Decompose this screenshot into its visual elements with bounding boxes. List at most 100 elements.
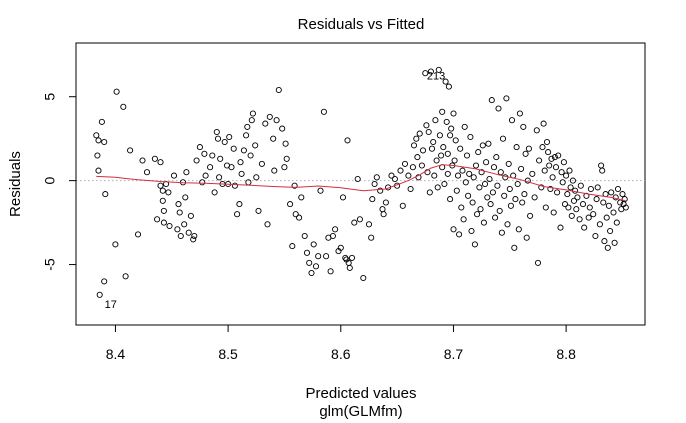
data-point (230, 145, 237, 152)
data-point (427, 68, 434, 75)
data-point (379, 206, 386, 213)
data-point (511, 244, 518, 251)
data-point (282, 140, 289, 147)
data-point (505, 160, 512, 167)
data-point (574, 194, 581, 201)
data-point (112, 241, 119, 248)
data-point (236, 201, 243, 208)
data-point (523, 234, 530, 241)
data-point (520, 123, 527, 130)
data-point (581, 224, 588, 231)
data-point (344, 137, 351, 144)
data-point (407, 185, 414, 193)
data-point (599, 167, 606, 174)
data-point (619, 191, 626, 198)
points-layer (93, 66, 629, 298)
data-point (436, 132, 443, 139)
data-point (478, 169, 485, 176)
data-point (471, 241, 478, 248)
data-point (605, 202, 612, 209)
data-point (454, 172, 462, 179)
data-point (466, 170, 473, 177)
data-point (442, 78, 449, 85)
data-point (231, 182, 238, 189)
data-point (207, 164, 214, 171)
data-point (560, 159, 567, 166)
data-point (191, 232, 198, 240)
point-label: 213 (427, 71, 445, 83)
data-point (249, 110, 256, 117)
data-point (601, 238, 608, 245)
data-point (214, 135, 222, 142)
data-point (492, 214, 499, 221)
data-point (564, 191, 571, 198)
data-point (467, 133, 474, 141)
data-point (234, 211, 241, 218)
data-point (603, 214, 610, 221)
data-point (93, 132, 100, 139)
y-axis-title: Residuals (7, 151, 24, 217)
data-point (122, 273, 129, 280)
data-point (371, 180, 378, 188)
data-point (279, 125, 286, 132)
data-point (598, 162, 605, 169)
data-point (567, 184, 574, 191)
data-point (95, 137, 102, 144)
x-tick-label: 8.6 (331, 346, 351, 362)
data-point (488, 97, 495, 104)
data-point (522, 150, 529, 157)
data-point (585, 214, 592, 221)
data-point (356, 216, 363, 223)
data-point (377, 187, 384, 194)
data-point (159, 197, 166, 204)
data-point (382, 199, 389, 206)
data-point (185, 229, 192, 236)
data-point (515, 226, 522, 233)
data-point (490, 164, 498, 171)
data-point (461, 123, 468, 130)
data-point (181, 221, 188, 228)
data-point (296, 214, 303, 221)
data-point (405, 172, 412, 179)
data-point (538, 184, 545, 191)
data-point (569, 177, 576, 184)
data-point (243, 132, 250, 139)
data-point (380, 211, 387, 218)
data-point (614, 185, 622, 193)
data-point (573, 206, 580, 213)
data-point (281, 164, 288, 171)
data-point (409, 164, 416, 171)
data-point (248, 117, 255, 124)
data-point (565, 204, 572, 211)
data-point (465, 192, 472, 199)
data-point (457, 145, 464, 152)
data-point (549, 174, 556, 181)
data-point (542, 204, 549, 211)
data-point (529, 170, 536, 177)
data-point (608, 189, 615, 196)
data-point (459, 167, 466, 174)
data-point (240, 147, 247, 154)
data-point (444, 150, 451, 157)
data-point (283, 155, 290, 162)
data-point (312, 263, 320, 270)
data-point (391, 175, 398, 183)
data-point (373, 174, 380, 181)
x-tick-label: 8.5 (218, 346, 238, 362)
data-point (507, 202, 514, 209)
data-point (196, 144, 203, 151)
data-point (484, 194, 491, 201)
data-point (506, 185, 513, 193)
data-point (531, 194, 538, 201)
data-point (397, 167, 404, 174)
data-point (496, 207, 503, 214)
data-point (557, 224, 564, 231)
data-point (354, 175, 361, 183)
data-point (561, 201, 569, 208)
data-point (555, 152, 562, 159)
data-point (516, 110, 523, 117)
data-point (576, 216, 583, 223)
data-point (610, 209, 617, 216)
data-point (399, 202, 406, 209)
data-point (252, 142, 259, 149)
